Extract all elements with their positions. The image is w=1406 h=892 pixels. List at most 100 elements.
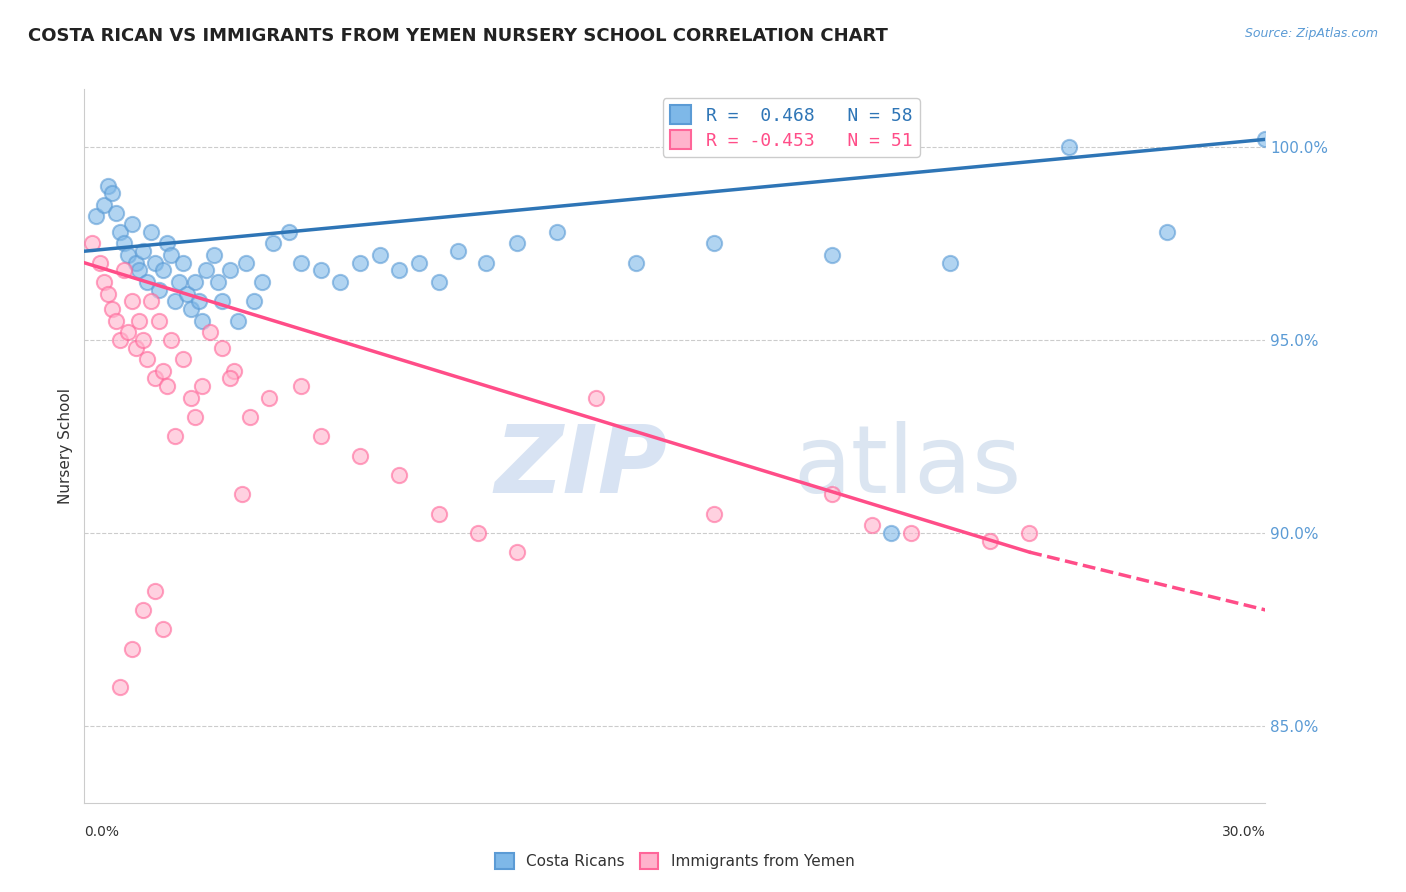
- Point: [176, 286, 198, 301]
- Text: ZIP: ZIP: [494, 421, 666, 514]
- Text: COSTA RICAN VS IMMIGRANTS FROM YEMEN NURSERY SCHOOL CORRELATION CHART: COSTA RICAN VS IMMIGRANTS FROM YEMEN NUR…: [28, 27, 889, 45]
- Y-axis label: Nursery School: Nursery School: [58, 388, 73, 504]
- Point: [121, 217, 143, 231]
- Point: [93, 275, 115, 289]
- Point: [128, 313, 150, 327]
- Point: [93, 198, 115, 212]
- Point: [148, 283, 170, 297]
- Point: [821, 248, 844, 262]
- Point: [152, 622, 174, 636]
- Point: [148, 313, 170, 327]
- Point: [156, 379, 179, 393]
- Point: [506, 236, 529, 251]
- Point: [262, 236, 284, 251]
- Point: [112, 263, 135, 277]
- Point: [349, 256, 371, 270]
- Point: [219, 371, 242, 385]
- Point: [143, 583, 166, 598]
- Point: [250, 275, 273, 289]
- Point: [309, 429, 332, 443]
- Point: [132, 603, 155, 617]
- Point: [195, 263, 218, 277]
- Point: [207, 275, 229, 289]
- Point: [939, 256, 962, 270]
- Point: [136, 275, 159, 289]
- Point: [104, 313, 127, 327]
- Point: [290, 379, 312, 393]
- Point: [112, 236, 135, 251]
- Point: [222, 364, 245, 378]
- Point: [152, 364, 174, 378]
- Point: [427, 275, 450, 289]
- Point: [821, 487, 844, 501]
- Point: [163, 429, 186, 443]
- Point: [191, 313, 214, 327]
- Point: [160, 248, 183, 262]
- Point: [172, 352, 194, 367]
- Point: [143, 256, 166, 270]
- Point: [183, 275, 205, 289]
- Point: [82, 236, 104, 251]
- Point: [1254, 132, 1277, 146]
- Point: [108, 225, 131, 239]
- Point: [219, 263, 242, 277]
- Point: [163, 294, 186, 309]
- Point: [191, 379, 214, 393]
- Point: [97, 178, 120, 193]
- Point: [97, 286, 120, 301]
- Point: [388, 467, 411, 482]
- Point: [467, 525, 489, 540]
- Point: [101, 301, 124, 316]
- Point: [132, 333, 155, 347]
- Point: [349, 449, 371, 463]
- Point: [187, 294, 209, 309]
- Point: [506, 545, 529, 559]
- Text: 30.0%: 30.0%: [1222, 825, 1265, 839]
- Point: [108, 680, 131, 694]
- Point: [180, 391, 202, 405]
- Point: [121, 641, 143, 656]
- Point: [200, 325, 222, 339]
- Point: [242, 294, 264, 309]
- Point: [408, 256, 430, 270]
- Point: [117, 248, 139, 262]
- Point: [152, 263, 174, 277]
- Point: [108, 333, 131, 347]
- Point: [585, 391, 607, 405]
- Point: [239, 410, 262, 425]
- Point: [132, 244, 155, 259]
- Text: Source: ZipAtlas.com: Source: ZipAtlas.com: [1244, 27, 1378, 40]
- Point: [211, 294, 233, 309]
- Point: [368, 248, 391, 262]
- Point: [329, 275, 352, 289]
- Point: [1018, 525, 1040, 540]
- Point: [1057, 140, 1080, 154]
- Point: [124, 256, 146, 270]
- Point: [180, 301, 202, 316]
- Point: [475, 256, 498, 270]
- Point: [101, 186, 124, 201]
- Point: [104, 205, 127, 219]
- Point: [156, 236, 179, 251]
- Point: [160, 333, 183, 347]
- Point: [124, 341, 146, 355]
- Text: 0.0%: 0.0%: [84, 825, 120, 839]
- Point: [172, 256, 194, 270]
- Point: [141, 294, 163, 309]
- Point: [121, 294, 143, 309]
- Legend: Costa Ricans, Immigrants from Yemen: Costa Ricans, Immigrants from Yemen: [489, 847, 860, 875]
- Point: [128, 263, 150, 277]
- Point: [136, 352, 159, 367]
- Point: [880, 525, 903, 540]
- Point: [703, 236, 725, 251]
- Point: [860, 518, 883, 533]
- Point: [703, 507, 725, 521]
- Point: [167, 275, 190, 289]
- Point: [624, 256, 647, 270]
- Point: [231, 487, 253, 501]
- Point: [278, 225, 301, 239]
- Point: [117, 325, 139, 339]
- Point: [290, 256, 312, 270]
- Point: [183, 410, 205, 425]
- Point: [202, 248, 225, 262]
